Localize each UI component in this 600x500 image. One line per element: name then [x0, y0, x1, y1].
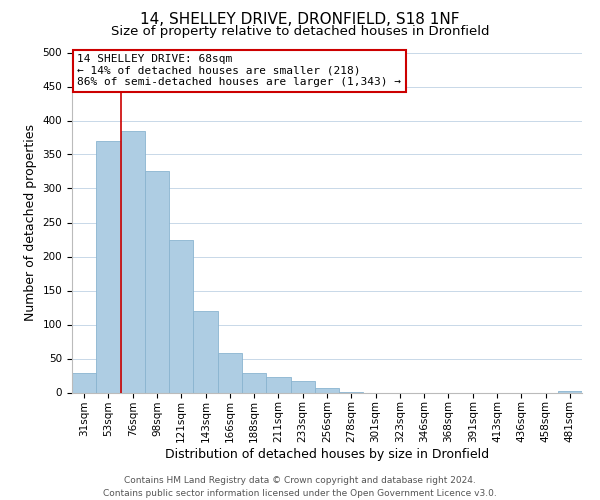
Bar [266, 377, 290, 392]
X-axis label: Distribution of detached houses by size in Dronfield: Distribution of detached houses by size … [165, 448, 489, 461]
Text: Contains HM Land Registry data © Crown copyright and database right 2024.
Contai: Contains HM Land Registry data © Crown c… [103, 476, 497, 498]
Bar [193, 311, 218, 392]
Bar [169, 240, 193, 392]
Bar [96, 141, 121, 393]
Bar [218, 353, 242, 393]
Bar [558, 391, 582, 392]
Bar [145, 172, 169, 392]
Bar [315, 388, 339, 392]
Text: 14, SHELLEY DRIVE, DRONFIELD, S18 1NF: 14, SHELLEY DRIVE, DRONFIELD, S18 1NF [140, 12, 460, 28]
Text: Size of property relative to detached houses in Dronfield: Size of property relative to detached ho… [111, 25, 489, 38]
Bar [72, 374, 96, 392]
Text: 14 SHELLEY DRIVE: 68sqm
← 14% of detached houses are smaller (218)
86% of semi-d: 14 SHELLEY DRIVE: 68sqm ← 14% of detache… [77, 54, 401, 88]
Y-axis label: Number of detached properties: Number of detached properties [24, 124, 37, 321]
Bar [290, 381, 315, 392]
Bar [121, 130, 145, 392]
Bar [242, 374, 266, 392]
